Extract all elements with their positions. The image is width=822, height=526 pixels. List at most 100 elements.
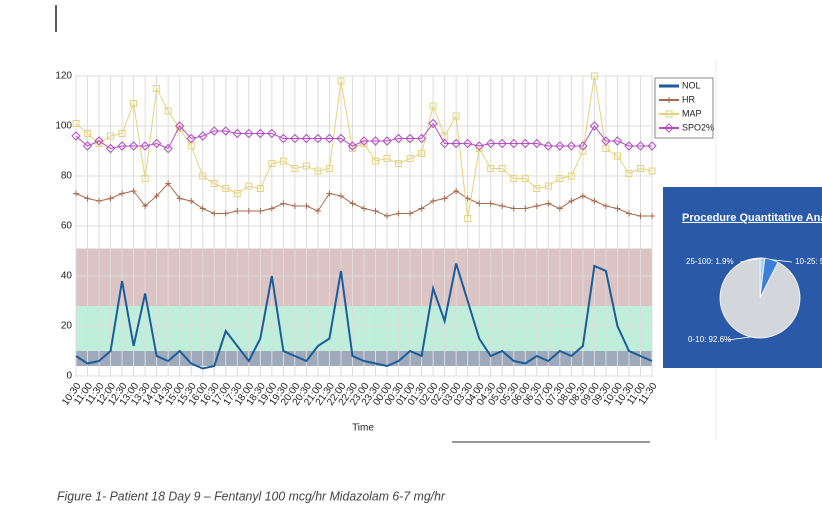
marker	[395, 210, 402, 217]
marker	[268, 160, 276, 167]
marker	[637, 213, 644, 219]
marker	[648, 167, 656, 175]
marker	[267, 128, 277, 139]
marker	[257, 208, 264, 214]
marker	[244, 128, 254, 139]
marker	[578, 141, 588, 151]
marker	[94, 136, 104, 146]
legend-label: NOL	[682, 80, 701, 90]
marker	[245, 208, 252, 214]
marker	[568, 198, 575, 204]
marker	[359, 136, 369, 146]
y-tick-label: 40	[61, 271, 73, 282]
y-tick-label: 100	[55, 121, 72, 132]
marker	[499, 203, 506, 209]
marker	[510, 205, 517, 212]
marker	[347, 141, 358, 151]
marker	[72, 120, 80, 127]
marker	[153, 85, 161, 92]
series-line	[75, 75, 653, 219]
marker	[452, 112, 460, 120]
marker	[370, 136, 381, 146]
marker	[405, 133, 415, 144]
pie-slice	[719, 257, 801, 339]
marker	[279, 157, 287, 165]
legend-marker	[665, 110, 673, 118]
marker	[105, 143, 116, 154]
marker	[313, 133, 323, 144]
marker	[487, 165, 495, 172]
marker	[140, 141, 150, 151]
marker	[82, 141, 93, 151]
marker	[486, 138, 496, 149]
marker	[337, 77, 345, 85]
marker	[73, 190, 79, 197]
marker	[302, 162, 310, 170]
marker	[96, 198, 103, 204]
marker	[222, 210, 229, 217]
marker	[372, 157, 380, 165]
marker	[186, 133, 196, 144]
marker	[84, 195, 91, 202]
marker	[510, 175, 518, 182]
pie-label: 10-25: 5.5%	[795, 257, 822, 266]
pie-label: 25-100: 1.9%	[686, 257, 734, 266]
marker	[614, 205, 621, 212]
marker	[625, 210, 632, 217]
marker	[174, 121, 185, 131]
leader-line	[739, 257, 763, 263]
marker	[635, 141, 646, 151]
marker	[107, 195, 114, 202]
marker	[451, 138, 461, 149]
marker	[130, 100, 138, 107]
marker	[117, 141, 127, 151]
marker	[153, 193, 160, 199]
marker	[579, 193, 586, 199]
marker	[151, 138, 162, 149]
marker	[141, 175, 149, 182]
marker	[613, 152, 621, 160]
legend-label: SPO2%	[682, 122, 714, 132]
marker	[567, 172, 575, 180]
marker	[222, 185, 230, 192]
pie-label: 0-10: 92.6%	[688, 335, 731, 344]
marker	[199, 172, 207, 180]
marker	[453, 188, 460, 194]
leader-line	[771, 259, 793, 263]
marker	[118, 130, 126, 137]
leader-line	[727, 336, 751, 341]
marker	[476, 200, 483, 207]
marker	[314, 208, 321, 214]
y-tick-label: 80	[61, 171, 73, 182]
marker	[428, 118, 438, 129]
marker	[268, 205, 275, 212]
marker	[441, 195, 448, 202]
series-line	[75, 263, 653, 370]
marker	[384, 213, 391, 219]
marker	[498, 165, 506, 172]
marker	[589, 121, 600, 131]
y-tick-label: 60	[61, 221, 73, 232]
marker	[163, 143, 173, 154]
marker	[556, 205, 563, 212]
marker	[278, 133, 289, 144]
marker	[142, 203, 149, 209]
marker	[301, 133, 312, 144]
marker	[372, 208, 379, 214]
marker	[522, 205, 529, 212]
marker	[326, 190, 333, 197]
marker	[165, 180, 172, 187]
marker	[209, 126, 219, 136]
marker	[533, 203, 540, 209]
marker	[649, 213, 655, 219]
marker	[210, 180, 218, 187]
marker	[233, 190, 241, 197]
marker	[107, 132, 115, 140]
marker	[533, 185, 541, 192]
marker	[393, 133, 404, 144]
marker	[395, 160, 403, 167]
marker	[176, 195, 183, 202]
marker	[532, 138, 542, 149]
marker	[361, 205, 367, 212]
